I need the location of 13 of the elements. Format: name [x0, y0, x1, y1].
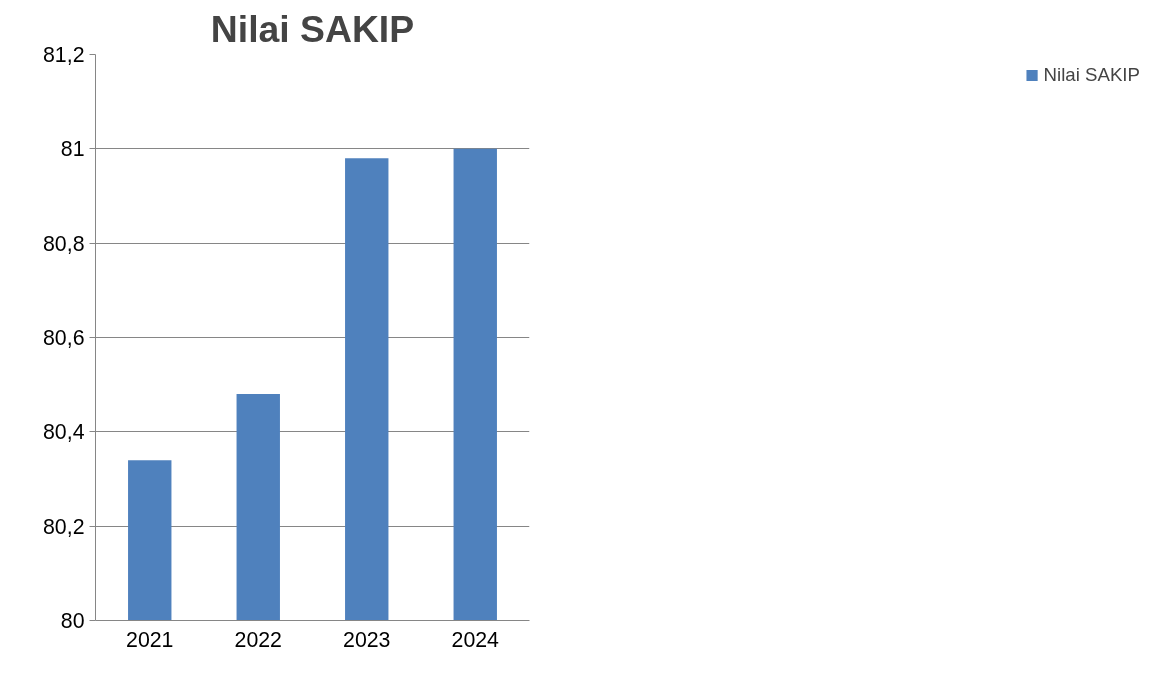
x-tick-label: 2023 [343, 627, 391, 652]
x-tick-label: 2024 [451, 627, 500, 652]
x-tick-label: 2021 [126, 627, 174, 652]
y-tick-label: 80,4 [42, 420, 85, 445]
chart-title: Nilai SAKIP [210, 7, 415, 50]
y-tick-label: 81 [60, 137, 85, 162]
y-tick-label: 81,2 [42, 43, 85, 67]
y-tick-label: 80 [60, 609, 85, 633]
y-tick-label: 80,6 [42, 326, 85, 350]
x-tick-label: 2022 [234, 627, 282, 652]
y-tick-label: 80,2 [42, 514, 85, 539]
y-tick-label: 80,8 [42, 231, 85, 256]
legend-label: Nilai SAKIP [1043, 64, 1140, 86]
